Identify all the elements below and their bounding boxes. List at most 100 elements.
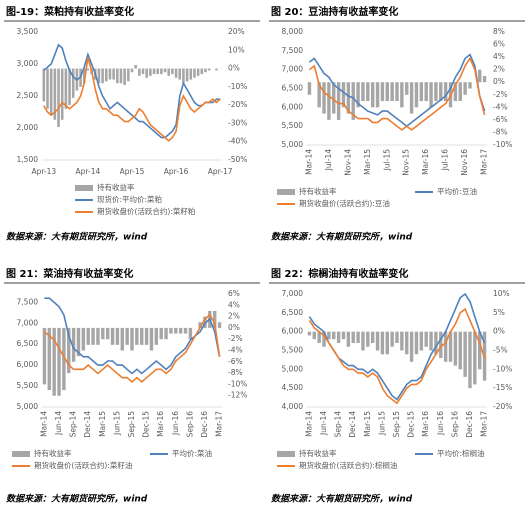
bar bbox=[171, 68, 174, 75]
x-tick-label: Jun-16 bbox=[436, 411, 445, 436]
bar bbox=[145, 68, 148, 78]
x-tick-label: Mar-17 bbox=[480, 149, 489, 175]
x-tick-label: Apr-13 bbox=[31, 167, 56, 176]
bar bbox=[453, 82, 458, 102]
y-tick-label: 7,500 bbox=[282, 46, 304, 55]
y2-tick-label: -30% bbox=[228, 118, 247, 127]
y2-tick-label: -20% bbox=[493, 402, 512, 411]
x-tick-label: Mar-16 bbox=[421, 411, 430, 437]
bar bbox=[414, 331, 419, 355]
x-tick-label: Dec-14 bbox=[83, 411, 92, 438]
bar bbox=[366, 82, 370, 102]
y-tick-label: 2,500 bbox=[17, 91, 39, 100]
y-tick-label: 7,000 bbox=[282, 65, 304, 74]
x-tick-label: Mar-15 bbox=[363, 411, 372, 437]
y-tick-label: 3,500 bbox=[17, 27, 39, 36]
legend-label: 期货收盘价(活跃合约):豆油 bbox=[299, 198, 390, 208]
bar bbox=[156, 68, 159, 75]
chart-title: 图-19：菜粕持有收益率变化 bbox=[6, 5, 134, 18]
y-tick-label: 6,500 bbox=[282, 308, 304, 317]
x-tick-label: Jun-14 bbox=[319, 411, 328, 436]
bar bbox=[468, 82, 472, 89]
bar bbox=[375, 331, 380, 351]
x-tick-label: Jun-15 bbox=[112, 411, 121, 436]
x-tick-label: Mar-14 bbox=[304, 411, 313, 437]
x-tick-label: Dec-15 bbox=[142, 411, 151, 438]
y-tick-label: 2,000 bbox=[17, 123, 39, 132]
x-tick-label: Mar-16 bbox=[156, 411, 165, 437]
y2-tick-label: -4% bbox=[493, 102, 508, 111]
bar bbox=[332, 331, 336, 340]
bar bbox=[468, 331, 472, 389]
bar bbox=[463, 331, 467, 377]
bar bbox=[86, 327, 90, 345]
y2-tick-label: -10% bbox=[493, 140, 512, 149]
bar bbox=[336, 82, 341, 120]
bar bbox=[375, 82, 380, 108]
line bbox=[308, 56, 486, 131]
bar bbox=[336, 331, 341, 343]
y-tick-label: 6,000 bbox=[282, 102, 304, 111]
y2-tick-label: -5% bbox=[493, 346, 508, 355]
y-tick-label: 5,500 bbox=[17, 381, 39, 390]
bar bbox=[174, 327, 178, 334]
bar bbox=[204, 68, 207, 73]
x-tick-label: Jul-14 bbox=[324, 149, 333, 172]
bar bbox=[356, 82, 360, 108]
bar bbox=[473, 331, 477, 385]
bar bbox=[370, 82, 375, 108]
x-tick-label: Nov-14 bbox=[343, 149, 352, 176]
legend-label: 平均价:豆油 bbox=[437, 186, 477, 196]
x-tick-label: Mar-14 bbox=[39, 411, 48, 437]
y2-tick-label: 0% bbox=[228, 323, 240, 332]
line bbox=[308, 292, 486, 401]
bar bbox=[429, 82, 433, 108]
bar bbox=[414, 82, 419, 108]
y-tick-label: 8,000 bbox=[282, 27, 304, 36]
bar bbox=[200, 68, 204, 75]
bar bbox=[49, 68, 53, 115]
x-tick-label: Mar-14 bbox=[304, 149, 313, 175]
bar bbox=[443, 82, 448, 102]
bar bbox=[125, 327, 129, 345]
bar bbox=[351, 82, 355, 120]
bar bbox=[134, 64, 137, 69]
bar bbox=[130, 327, 134, 351]
legend-swatch bbox=[277, 451, 295, 457]
bar bbox=[424, 82, 428, 102]
bar bbox=[341, 331, 346, 340]
x-tick-label: Nov-16 bbox=[460, 149, 469, 176]
y2-tick-label: 5% bbox=[493, 308, 505, 317]
bar bbox=[307, 82, 312, 95]
x-tick-label: Sep-15 bbox=[392, 411, 401, 438]
x-tick-label: Mar-16 bbox=[421, 149, 430, 175]
x-tick-label: Jun-14 bbox=[54, 411, 63, 436]
legend-swatch bbox=[12, 451, 30, 457]
bar bbox=[76, 327, 81, 357]
bar bbox=[322, 82, 326, 114]
bar bbox=[154, 327, 159, 345]
bar bbox=[322, 331, 326, 347]
line bbox=[308, 307, 486, 405]
bar bbox=[453, 331, 458, 366]
bar bbox=[463, 82, 467, 95]
y2-tick-label: 4% bbox=[493, 52, 505, 61]
y-tick-label: 7,500 bbox=[17, 297, 39, 306]
x-tick-label: Jun-16 bbox=[171, 411, 180, 436]
y-tick-label: 4,500 bbox=[282, 383, 304, 392]
bar bbox=[395, 82, 399, 102]
bar bbox=[419, 331, 424, 351]
x-tick-label: Sep-14 bbox=[334, 411, 343, 438]
bar bbox=[346, 82, 351, 114]
bar bbox=[458, 82, 462, 102]
bar bbox=[149, 327, 154, 351]
bar bbox=[167, 68, 171, 76]
x-tick-label: Sep-14 bbox=[69, 411, 78, 438]
y2-tick-label: -50% bbox=[228, 155, 247, 164]
bar bbox=[46, 68, 49, 109]
x-tick-label: Apr-14 bbox=[76, 167, 101, 176]
source-note: 数据来源：大有期货研究所，wind bbox=[271, 232, 413, 243]
bar bbox=[130, 68, 134, 73]
bar bbox=[120, 327, 124, 351]
